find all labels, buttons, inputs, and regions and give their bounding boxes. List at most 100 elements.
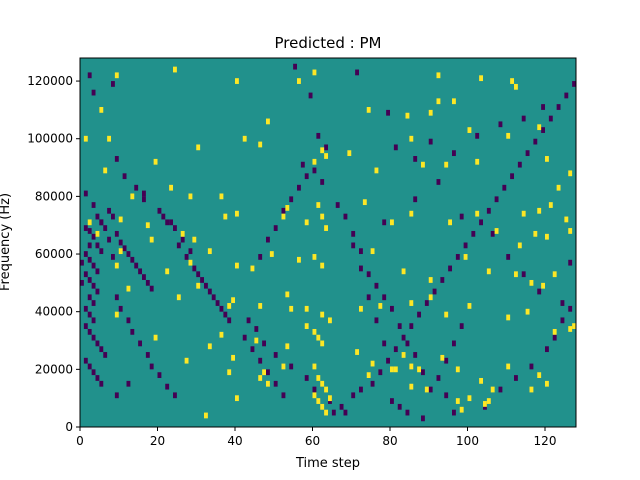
heatmap-cell-high	[235, 78, 239, 84]
heatmap-cell-low	[572, 81, 577, 87]
heatmap-cell-low	[382, 340, 387, 347]
heatmap-cell-low	[118, 305, 123, 312]
heatmap-cell-low	[444, 357, 449, 364]
heatmap-cell-high	[184, 357, 189, 364]
heatmap-cell-high	[227, 369, 232, 376]
heatmap-cell-high	[312, 363, 317, 370]
heatmap-cell-low	[138, 268, 143, 275]
heatmap-cell-low	[87, 228, 92, 234]
heatmap-cell-low	[196, 271, 201, 278]
heatmap-cell-low	[386, 357, 391, 364]
heatmap-cell-low	[145, 279, 150, 286]
heatmap-cell-high	[521, 210, 526, 217]
heatmap-cell-high	[514, 83, 518, 90]
heatmap-cell-low	[413, 156, 418, 162]
y-axis-label: Frequency (Hz)	[0, 193, 13, 291]
heatmap-cell-high	[114, 311, 119, 318]
heatmap-cell-low	[366, 271, 371, 278]
heatmap-cell-low	[126, 380, 131, 387]
heatmap-cell-high	[483, 401, 487, 407]
heatmap-cell-high	[258, 141, 263, 148]
heatmap-cell-high	[227, 303, 232, 309]
heatmap-cell-high	[130, 193, 135, 200]
heatmap-cell-high	[250, 265, 255, 272]
heatmap-cell-high	[266, 118, 270, 125]
heatmap-cell-low	[355, 69, 360, 76]
heatmap-cell-low	[432, 288, 437, 295]
heatmap-cell-low	[83, 357, 88, 364]
heatmap-cell-low	[122, 173, 127, 180]
heatmap-cell-high	[118, 216, 123, 223]
heatmap-cell-low	[537, 288, 542, 295]
heatmap-cell-low	[142, 274, 146, 280]
heatmap-cell-low	[436, 179, 441, 185]
heatmap-cell-low	[289, 196, 294, 203]
heatmap-cell-high	[242, 135, 247, 142]
heatmap-cell-high	[486, 268, 491, 275]
heatmap-cell-high	[572, 323, 577, 329]
heatmap-cell-low	[463, 242, 468, 249]
heatmap-cell-high	[537, 124, 542, 131]
heatmap-cell-low	[173, 392, 177, 399]
heatmap-cell-low	[87, 242, 92, 249]
heatmap-cell-low	[258, 254, 263, 260]
x-tick-label: 120	[534, 434, 557, 448]
heatmap-cell-low	[134, 184, 139, 191]
heatmap-cell-low	[204, 282, 208, 289]
heatmap-cell-high	[545, 156, 549, 162]
heatmap-cell-low	[91, 317, 96, 324]
heatmap-cell-low	[521, 115, 526, 122]
heatmap-cell-low	[312, 386, 317, 393]
heatmap-cell-high	[324, 386, 329, 393]
heatmap-cell-high	[231, 354, 236, 361]
heatmap-cell-high	[409, 300, 414, 306]
heatmap-cell-high	[320, 213, 325, 220]
heatmap-cell-low	[498, 121, 503, 128]
heatmap-cell-low	[324, 144, 329, 151]
heatmap-cell-high	[304, 219, 309, 226]
heatmap-cell-high	[87, 219, 92, 226]
heatmap-cell-low	[95, 375, 100, 381]
heatmap-cell-high	[304, 305, 309, 312]
heatmap-cell-high	[541, 282, 546, 289]
heatmap-cell-high	[192, 236, 197, 243]
heatmap-cell-high	[316, 334, 321, 341]
heatmap-cell-low	[99, 380, 104, 387]
heatmap-cell-low	[506, 254, 511, 260]
heatmap-cell-low	[87, 328, 92, 335]
heatmap-cell-high	[486, 398, 491, 404]
heatmap-cell-low	[103, 225, 108, 231]
heatmap-cell-low	[545, 346, 549, 353]
heatmap-cell-low	[142, 190, 146, 197]
heatmap-cell-high	[514, 271, 518, 278]
heatmap-cell-high	[180, 230, 185, 237]
y-tick-label: 80000	[35, 189, 73, 203]
heatmap-cell-low	[223, 311, 228, 318]
heatmap-cell-high	[370, 248, 375, 255]
heatmap-cell-low	[393, 346, 398, 353]
heatmap-cell-low	[215, 300, 220, 306]
heatmap-cell-low	[413, 196, 418, 203]
heatmap-cell-low	[107, 236, 112, 243]
heatmap-cell-high	[231, 297, 236, 304]
heatmap-cell-low	[289, 363, 294, 370]
heatmap-cell-low	[266, 369, 270, 376]
heatmap-cell-high	[285, 205, 290, 211]
heatmap-cell-high	[517, 242, 522, 249]
heatmap-cell-high	[83, 135, 88, 142]
heatmap-cell-low	[114, 156, 119, 162]
heatmap-cell-high	[207, 248, 212, 255]
heatmap-cell-low	[312, 167, 317, 174]
heatmap-cell-high	[506, 363, 511, 370]
heatmap-cell-low	[273, 380, 278, 387]
heatmap-cell-low	[300, 161, 305, 168]
heatmap-cell-low	[80, 259, 84, 266]
heatmap-cell-low	[498, 386, 503, 393]
x-tick-label: 60	[305, 434, 320, 448]
heatmap-cell-low	[262, 340, 267, 347]
heatmap-cell-high	[149, 236, 154, 243]
heatmap-cell-high	[428, 277, 433, 283]
heatmap-cell-low	[343, 213, 348, 220]
heatmap-cell-high	[235, 210, 239, 217]
heatmap-cell-high	[564, 216, 569, 223]
